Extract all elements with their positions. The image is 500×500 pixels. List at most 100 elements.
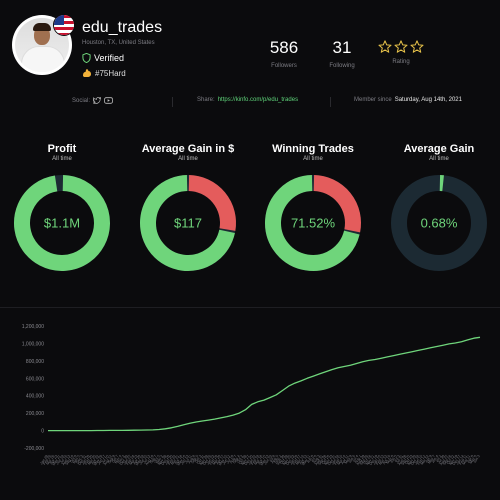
x-tick-label: Mar 25 (87, 454, 97, 465)
average-gain-dollar-donut: $117 (140, 175, 236, 271)
donut-track (391, 175, 487, 271)
meta-bar: Social: Share: https://kinfo.com/p/edu_t… (0, 97, 500, 109)
x-tick-label: Dec 21 (327, 454, 337, 466)
x-tick-label: Dec 31 (77, 454, 87, 466)
x-tick-label: Jan 18 (331, 454, 340, 465)
x-tick-label: Jun 6 (348, 454, 356, 464)
card-title: Profit (47, 143, 77, 155)
x-tick-label: Feb 12 (417, 454, 427, 465)
x-tick-label: Dec 3 (75, 454, 84, 464)
x-tick-label: Aug 31 (314, 454, 324, 466)
x-tick-label: May 11 (301, 454, 311, 466)
username: edu_trades (82, 19, 163, 36)
x-tick-label: Oct 31 (196, 454, 205, 465)
x-tick-label: Jul 4 (352, 454, 360, 463)
x-tick-label: Jun 5 (389, 454, 397, 464)
y-tick-label: 400,000 (26, 394, 44, 400)
card-title: Winning Trades (272, 143, 354, 155)
x-tick-label: Jan 22 (247, 454, 256, 465)
profile-tag[interactable]: #75Hard (82, 68, 126, 78)
x-tick-label: Mar 20 (212, 454, 222, 465)
x-tick-label: May 6 (469, 454, 478, 464)
x-tick-label: May 18 (135, 454, 145, 466)
x-tick-label: Oct 30 (238, 454, 247, 465)
x-tick-label: Jan 20 (289, 454, 298, 465)
x-tick-label: Aug 1 (354, 454, 363, 464)
x-tick-label: May 21 (52, 454, 62, 466)
x-tick-label: Jul 30 (437, 454, 446, 464)
x-tick-label: Oct 2 (236, 454, 244, 463)
flexed-bicep-icon (83, 69, 91, 77)
winning-trades-donut: 71.52% (265, 175, 361, 271)
x-tick-label: Jan 25 (164, 454, 173, 465)
social-links: Social: (72, 97, 113, 104)
x-tick-label: Dec 28 (161, 454, 171, 466)
x-tick-label: Jun 15 (139, 454, 148, 465)
x-tick-label: Jul 11 (184, 454, 193, 464)
x-tick-label: Aug 5 (271, 454, 280, 464)
donut-segment-green (140, 175, 235, 271)
x-tick-label: Mar 23 (129, 454, 139, 465)
x-tick-label: Mar 12 (420, 454, 430, 465)
x-tick-label: Jul 31 (395, 454, 404, 464)
x-tick-label: Dec 25 (244, 454, 254, 466)
x-tick-label: Jan 28 (39, 454, 48, 465)
meta-separator (172, 97, 173, 107)
member-since-label: Member since (354, 97, 392, 103)
average-gain-donut: 0.68% (391, 175, 487, 271)
x-tick-label: Nov 21 (365, 454, 375, 466)
profile-header: edu_trades Houston, TX, United States Ve… (0, 0, 500, 88)
x-tick-label: Jul 16 (59, 454, 68, 464)
x-tick-label: Apr 15 (257, 454, 266, 465)
x-tick-label: Feb 26 (42, 454, 52, 465)
x-tick-label: Dec 23 (285, 454, 295, 466)
following-label: Following (329, 63, 355, 69)
x-tick-label: Sep 7 (149, 454, 158, 464)
x-tick-label: Jun 8 (306, 454, 314, 464)
card-subtitle: All time (178, 156, 198, 162)
share-link[interactable]: https://kinfo.com/p/edu_trades (217, 97, 299, 103)
followers-label: Followers (271, 63, 297, 69)
star-icon (410, 40, 424, 53)
x-tick-label: May 15 (218, 454, 228, 466)
card-subtitle: All time (429, 156, 449, 162)
x-tick-label: Aug 3 (312, 454, 321, 464)
verified-label: Verified (94, 53, 125, 63)
x-tick-label: Nov 20 (407, 454, 417, 466)
x-tick-label: Feb 24 (126, 454, 136, 465)
donut-value: $1.1M (44, 216, 80, 231)
followers-count: 586 (269, 38, 299, 57)
meta-separator (330, 97, 331, 107)
followers-stat[interactable]: 586 Followers (262, 38, 306, 69)
x-tick-label: Oct 8 (69, 454, 77, 463)
x-tick-label: Apr 22 (91, 454, 100, 465)
donut-segment-red (188, 175, 236, 231)
profit-card: Profit All time $1.1M (12, 143, 112, 271)
x-tick-label: Jun 18 (55, 454, 64, 465)
x-tick-label: Feb 19 (250, 454, 260, 465)
x-tick-label: Apr 8 (466, 454, 474, 463)
avatar-shirt (21, 46, 65, 72)
x-tick-label: Mar 21 (170, 454, 180, 465)
youtube-icon[interactable] (104, 97, 113, 104)
x-tick-label: Jan 23 (206, 454, 215, 465)
donut-segment-green (14, 175, 110, 271)
card-subtitle: All time (52, 156, 72, 162)
x-tick-label: Apr 23 (49, 454, 58, 465)
x-tick-label: Feb 22 (167, 454, 177, 465)
x-tick-label: Nov 5 (72, 454, 81, 464)
x-tick-label: Feb 15 (334, 454, 344, 465)
location: Houston, TX, United States (82, 40, 155, 46)
x-tick-label: May 13 (260, 454, 270, 466)
twitter-icon[interactable] (93, 97, 101, 104)
x-tick-label: Apr 10 (382, 454, 391, 465)
x-tick-label: Apr 18 (174, 454, 183, 465)
donut-segment-green (265, 175, 360, 271)
x-tick-label: Jan 27 (123, 454, 132, 465)
equity-line-chart: 1,200,000 1,000,000 800,000 600,000 400,000 2… (22, 324, 481, 466)
following-stat[interactable]: 31 Following (320, 38, 364, 69)
x-tick-label: Dec 30 (119, 454, 129, 466)
x-tick-label: Jul 10 (226, 454, 235, 464)
y-tick-label: 0 (41, 429, 44, 435)
x-tick-label: Mar 18 (254, 454, 264, 465)
